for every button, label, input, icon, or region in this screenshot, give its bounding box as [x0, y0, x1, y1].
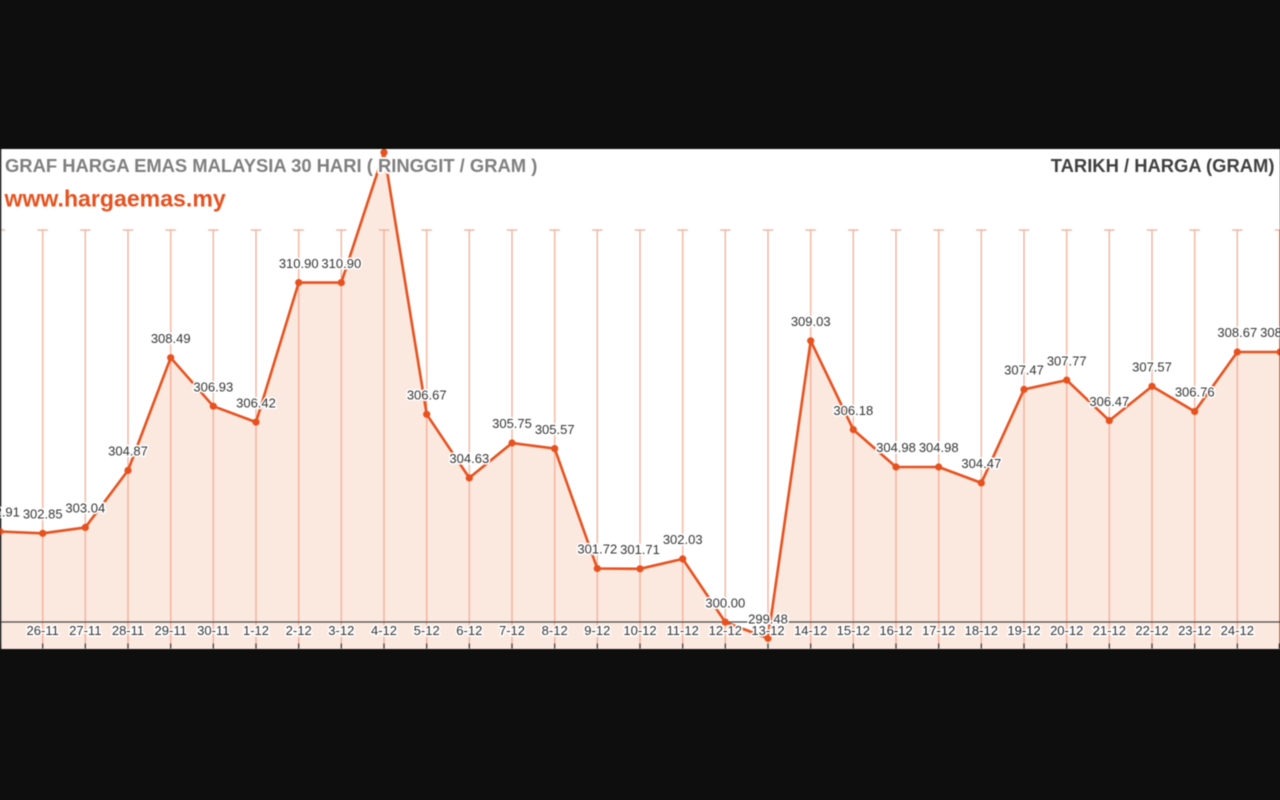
svg-text:300.00: 300.00 [705, 595, 745, 610]
svg-text:19-12: 19-12 [1007, 623, 1040, 638]
svg-text:307.47: 307.47 [1004, 363, 1044, 378]
svg-text:18-12: 18-12 [965, 623, 998, 638]
svg-text:302.85: 302.85 [23, 507, 63, 522]
svg-text:309.03: 309.03 [791, 314, 831, 329]
svg-text:308.67: 308.67 [1217, 325, 1257, 340]
svg-text:16-12: 16-12 [879, 623, 912, 638]
svg-text:305.75: 305.75 [492, 416, 532, 431]
svg-text:308.49: 308.49 [151, 331, 191, 346]
svg-text:306.93: 306.93 [193, 379, 233, 394]
svg-text:306.42: 306.42 [236, 395, 276, 410]
svg-text:6-12: 6-12 [456, 623, 482, 638]
svg-text:304.63: 304.63 [449, 451, 489, 466]
svg-text:310.90: 310.90 [279, 256, 319, 271]
svg-text:306.47: 306.47 [1089, 394, 1129, 409]
svg-text:17-12: 17-12 [922, 623, 955, 638]
svg-text:304.98: 304.98 [919, 440, 959, 455]
svg-text:308.67: 308.67 [1260, 325, 1280, 340]
svg-text:26-11: 26-11 [27, 623, 59, 638]
svg-text:10-12: 10-12 [623, 623, 656, 638]
svg-text:2-12: 2-12 [286, 623, 312, 638]
svg-text:304.87: 304.87 [108, 444, 148, 459]
svg-text:8-12: 8-12 [542, 623, 568, 638]
svg-text:304.98: 304.98 [876, 440, 916, 455]
svg-text:28-11: 28-11 [112, 623, 144, 638]
svg-text:27-11: 27-11 [69, 623, 101, 638]
svg-text:302.91: 302.91 [0, 505, 20, 520]
svg-text:299.48: 299.48 [748, 612, 788, 627]
svg-text:303.04: 303.04 [65, 501, 105, 516]
svg-text:www.hargaemas.my: www.hargaemas.my [4, 186, 226, 212]
svg-text:22-12: 22-12 [1135, 623, 1168, 638]
svg-text:GRAF HARGA EMAS MALAYSIA 30 HA: GRAF HARGA EMAS MALAYSIA 30 HARI ( RINGG… [5, 155, 537, 176]
svg-text:301.71: 301.71 [620, 542, 660, 557]
svg-text:9-12: 9-12 [584, 623, 610, 638]
svg-text:7-12: 7-12 [499, 623, 525, 638]
svg-text:301.72: 301.72 [577, 542, 617, 557]
svg-text:310.90: 310.90 [321, 256, 361, 271]
svg-text:20-12: 20-12 [1050, 623, 1083, 638]
svg-text:306.18: 306.18 [833, 403, 873, 418]
svg-text:305.57: 305.57 [535, 422, 575, 437]
svg-text:23-12: 23-12 [1178, 623, 1211, 638]
svg-text:TARIKH / HARGA (GRAM): TARIKH / HARGA (GRAM) [1051, 155, 1275, 176]
svg-text:24-12: 24-12 [1221, 623, 1254, 638]
svg-text:306.76: 306.76 [1175, 385, 1215, 400]
svg-text:302.03: 302.03 [663, 532, 703, 547]
svg-text:13-12: 13-12 [751, 623, 784, 638]
svg-text:304.47: 304.47 [961, 456, 1001, 471]
svg-text:3-12: 3-12 [328, 623, 354, 638]
svg-text:5-12: 5-12 [414, 623, 440, 638]
svg-text:21-12: 21-12 [1093, 623, 1126, 638]
svg-text:29-11: 29-11 [155, 623, 187, 638]
svg-text:30-11: 30-11 [197, 623, 229, 638]
svg-text:307.57: 307.57 [1132, 360, 1172, 375]
svg-text:1-12: 1-12 [243, 623, 269, 638]
svg-text:4-12: 4-12 [371, 623, 397, 638]
svg-text:306.67: 306.67 [407, 388, 447, 403]
svg-text:307.77: 307.77 [1047, 353, 1087, 368]
svg-text:15-12: 15-12 [837, 623, 870, 638]
svg-text:14-12: 14-12 [794, 623, 827, 638]
svg-text:11-12: 11-12 [667, 623, 699, 638]
svg-text:12-12: 12-12 [709, 623, 742, 638]
